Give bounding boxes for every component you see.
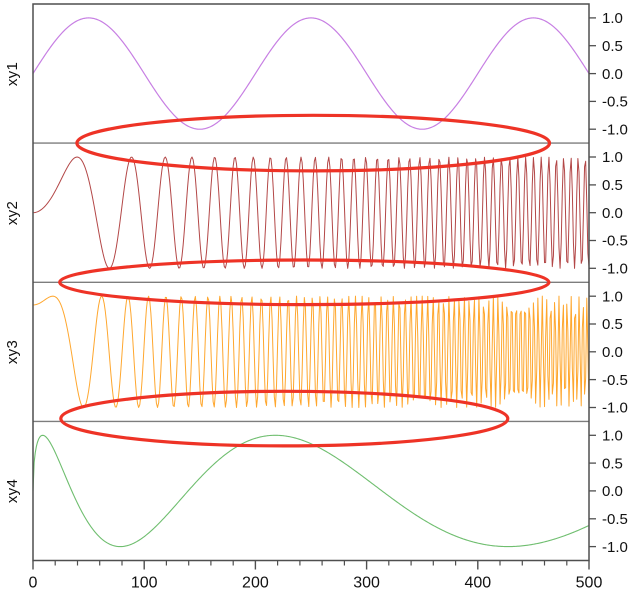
y-tick-label-xy3--0.5: -0.5 [602,372,628,389]
series-xy1-line [32,17,590,130]
x-tick-label-500: 500 [576,575,603,592]
y-tick-label-xy3-0.0: 0.0 [602,344,623,361]
y-tick-label-xy3-0.5: 0.5 [602,316,623,333]
y-tick-label-xy4-1.0: 1.0 [602,428,623,445]
panel-label-xy3: xy3 [4,339,21,364]
series-xy3-line [32,295,590,408]
y-tick-label-xy3--1.0: -1.0 [602,400,628,417]
y-tick-label-xy1--0.5: -0.5 [602,94,628,111]
y-tick-label-xy4-0.0: 0.0 [602,483,623,500]
x-tick-label-0: 0 [29,575,38,592]
y-tick-label-xy4--1.0: -1.0 [602,539,628,556]
series-xy4-line [32,434,590,548]
y-tick-label-xy1-0.5: 0.5 [602,38,623,55]
y-tick-label-xy4-0.5: 0.5 [602,455,623,472]
annotation-ellipse-2 [58,258,551,307]
x-tick-label-400: 400 [464,575,491,592]
y-tick-label-xy2--0.5: -0.5 [602,233,628,250]
panel-label-xy1: xy1 [4,61,21,86]
series-xy2-line [32,156,590,269]
y-tick-label-xy1-0.0: 0.0 [602,66,623,83]
x-tick-label-300: 300 [353,575,380,592]
y-tick-label-xy2--1.0: -1.0 [602,261,628,278]
y-tick-label-xy2-0.0: 0.0 [602,205,623,222]
panel-label-xy4: xy4 [4,478,21,504]
annotation-ellipse-3 [59,389,510,448]
annotation-ellipse-1 [75,113,552,173]
y-tick-label-xy1-1.0: 1.0 [602,10,623,27]
y-tick-label-xy1--1.0: -1.0 [602,121,628,138]
plot-frame [32,3,590,562]
y-tick-label-xy4--0.5: -0.5 [602,511,628,528]
x-tick-label-200: 200 [242,575,269,592]
y-tick-label-xy2-1.0: 1.0 [602,149,623,166]
y-tick-label-xy3-1.0: 1.0 [602,288,623,305]
y-tick-label-xy2-0.5: 0.5 [602,177,623,194]
x-tick-label-100: 100 [131,575,158,592]
panel-label-xy2: xy2 [4,200,21,225]
